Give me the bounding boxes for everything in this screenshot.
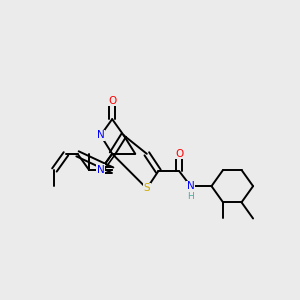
Text: O: O (108, 96, 116, 106)
Text: S: S (143, 184, 150, 194)
Text: O: O (175, 149, 183, 159)
Text: H: H (187, 192, 194, 201)
Text: N: N (187, 181, 195, 191)
Text: N: N (97, 165, 104, 175)
Text: N: N (97, 130, 104, 140)
